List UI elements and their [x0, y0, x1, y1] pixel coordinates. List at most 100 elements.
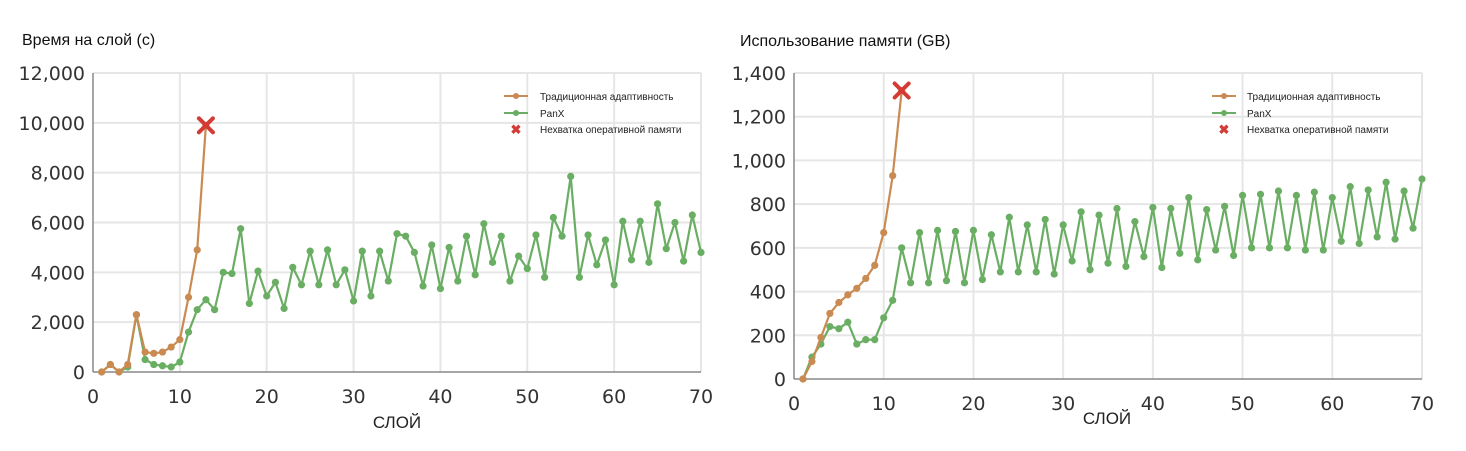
- data-point-traditional: [862, 274, 870, 283]
- data-point-panx: [471, 271, 479, 279]
- data-point-panx: [1050, 270, 1058, 278]
- data-point-panx: [996, 268, 1004, 276]
- oom-marker: [892, 81, 911, 100]
- data-point-panx: [680, 257, 688, 265]
- data-point-panx: [515, 252, 523, 260]
- chart-title: Время на слой (с): [22, 32, 155, 49]
- y-tick-label: 200: [750, 325, 786, 347]
- data-point-panx: [567, 172, 575, 181]
- data-point-traditional: [184, 293, 193, 301]
- x-tick-label: 50: [515, 386, 539, 408]
- legend-label-panx: PanX: [1247, 109, 1272, 120]
- y-tick-labels: 0 200 400 600 800 1,000 1,200 1,400: [732, 63, 786, 391]
- x-tick-label: 50: [1230, 393, 1254, 415]
- data-point-panx: [1104, 259, 1112, 267]
- data-point-panx: [245, 299, 253, 308]
- data-point-traditional: [889, 172, 897, 180]
- x-tick-label: 40: [428, 386, 452, 408]
- data-point-traditional: [106, 360, 114, 369]
- legend-marker-traditional: [513, 93, 519, 99]
- data-point-panx: [978, 275, 987, 284]
- data-point-panx: [1418, 175, 1426, 183]
- legend: Традиционная адаптивность PanX ✖ Нехватк…: [1212, 92, 1388, 137]
- data-point-panx: [1014, 268, 1022, 276]
- legend-oom-icon: ✖: [1219, 122, 1230, 137]
- x-tick-label: 40: [1141, 393, 1165, 415]
- data-point-panx: [1167, 204, 1175, 213]
- data-point-panx: [419, 282, 427, 290]
- data-point-panx: [1382, 178, 1390, 186]
- data-point-panx: [332, 281, 340, 289]
- series-line-panx: [801, 178, 1424, 380]
- x-tick-labels: 0 10 20 30 40 50 60 70: [87, 386, 713, 408]
- data-point-panx: [1158, 263, 1166, 272]
- data-point-panx: [907, 279, 915, 287]
- data-point-panx: [987, 231, 995, 239]
- data-point-panx: [280, 304, 288, 313]
- data-point-panx: [1292, 191, 1300, 199]
- legend-label-oom: Нехватка оперативной памяти: [540, 125, 681, 136]
- data-point-panx: [1077, 208, 1085, 216]
- data-point-panx: [826, 322, 834, 331]
- series-group: [799, 81, 1426, 383]
- axes: [793, 73, 1422, 380]
- data-point-panx: [1113, 204, 1121, 213]
- data-point-panx: [1185, 193, 1193, 202]
- data-point-panx: [480, 220, 488, 228]
- data-point-traditional: [817, 333, 825, 342]
- data-point-panx: [697, 248, 705, 256]
- data-point-panx: [193, 306, 201, 314]
- data-point-panx: [916, 228, 924, 237]
- y-tick-label: 1,400: [732, 63, 786, 85]
- data-point-traditional: [115, 368, 123, 376]
- oom-marker: [196, 116, 215, 135]
- series-line-traditional: [802, 90, 903, 380]
- x-tick-label: 60: [602, 386, 626, 408]
- data-point-panx: [384, 277, 392, 285]
- data-point-panx: [1346, 183, 1354, 191]
- data-point-panx: [1238, 191, 1247, 199]
- data-point-panx: [1140, 253, 1148, 261]
- data-point-panx: [1041, 215, 1049, 224]
- legend-marker-panx: [513, 110, 519, 116]
- data-point-panx: [1265, 244, 1274, 252]
- data-point-panx: [1212, 246, 1220, 254]
- data-point-panx: [263, 292, 271, 300]
- data-point-panx: [1131, 218, 1139, 226]
- data-point-panx: [889, 296, 897, 304]
- data-point-panx: [880, 314, 888, 322]
- data-point-panx: [871, 336, 879, 344]
- data-point-traditional: [167, 343, 175, 351]
- data-point-panx: [584, 231, 592, 239]
- data-point-panx: [297, 281, 306, 289]
- data-point-panx: [219, 268, 227, 276]
- legend-label-panx: PanX: [540, 109, 565, 120]
- data-point-panx: [610, 281, 618, 289]
- data-point-panx: [942, 277, 951, 285]
- data-point-panx: [358, 247, 366, 255]
- data-point-panx: [1176, 249, 1184, 257]
- data-point-panx: [254, 267, 262, 275]
- data-point-panx: [1221, 202, 1229, 210]
- data-point-panx: [1086, 266, 1094, 274]
- data-point-panx: [835, 325, 843, 333]
- data-point-panx: [1122, 262, 1130, 271]
- data-point-panx: [1355, 239, 1363, 248]
- data-point-panx: [428, 241, 436, 249]
- data-point-panx: [410, 248, 418, 256]
- data-point-traditional: [193, 246, 201, 254]
- data-point-panx: [150, 360, 158, 369]
- data-point-panx: [1328, 193, 1336, 202]
- y-tick-label: 8,000: [31, 163, 85, 185]
- data-point-panx: [488, 258, 497, 266]
- data-point-panx: [349, 297, 358, 305]
- data-point-panx: [462, 232, 471, 240]
- data-point-traditional: [880, 228, 888, 237]
- gridlines: [93, 72, 702, 372]
- data-point-panx: [541, 273, 549, 281]
- data-point-panx: [1364, 186, 1372, 194]
- data-point-traditional: [150, 349, 158, 357]
- data-point-panx: [402, 232, 410, 240]
- x-tick-label: 10: [168, 386, 192, 408]
- x-tick-label: 20: [961, 393, 985, 415]
